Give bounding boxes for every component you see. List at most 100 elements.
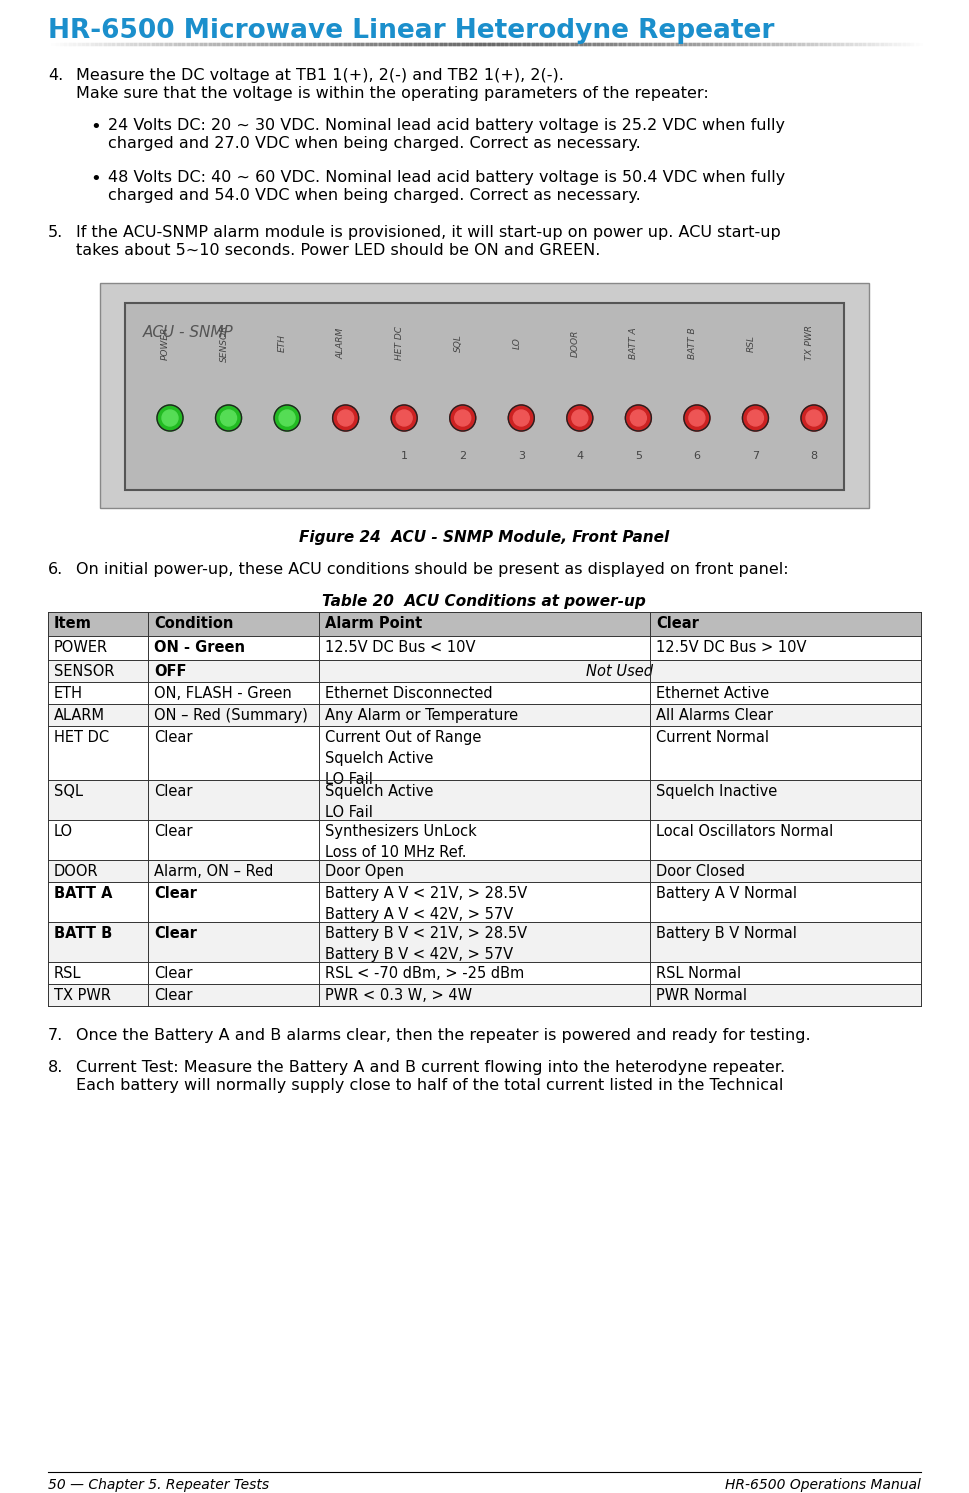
Circle shape [631, 411, 646, 426]
Text: All Alarms Clear: All Alarms Clear [656, 708, 773, 723]
Text: Clear: Clear [154, 966, 193, 981]
Text: ACU - SNMP: ACU - SNMP [143, 325, 234, 340]
Text: POWER: POWER [54, 640, 109, 655]
Text: 50 — Chapter 5. Repeater Tests: 50 — Chapter 5. Repeater Tests [48, 1478, 269, 1492]
Circle shape [689, 411, 704, 426]
Text: LO: LO [513, 337, 521, 349]
Text: DOOR: DOOR [571, 330, 579, 357]
Circle shape [567, 405, 593, 431]
Circle shape [274, 405, 300, 431]
Circle shape [684, 405, 710, 431]
Text: Figure 24  ACU - SNMP Module, Front Panel: Figure 24 ACU - SNMP Module, Front Panel [298, 530, 670, 545]
Text: Clear: Clear [154, 926, 198, 941]
Text: Condition: Condition [154, 617, 234, 632]
Circle shape [742, 405, 768, 431]
Text: 48 Volts DC: 40 ~ 60 VDC. Nominal lead acid battery voltage is 50.4 VDC when ful: 48 Volts DC: 40 ~ 60 VDC. Nominal lead a… [108, 170, 785, 185]
Bar [48, 820, 921, 860]
Text: ON - Green: ON - Green [154, 640, 245, 655]
Bar [48, 961, 921, 984]
Bar [48, 705, 921, 726]
Text: 4: 4 [577, 451, 583, 461]
Text: If the ACU-SNMP alarm module is provisioned, it will start-up on power up. ACU s: If the ACU-SNMP alarm module is provisio… [76, 225, 781, 240]
Text: BATT B: BATT B [54, 926, 112, 941]
Circle shape [391, 405, 418, 431]
Text: Door Open: Door Open [325, 864, 404, 879]
Bar [48, 682, 921, 705]
Text: RSL: RSL [746, 334, 756, 351]
Circle shape [509, 405, 534, 431]
Text: Squelch Inactive: Squelch Inactive [656, 784, 777, 799]
Bar [48, 882, 921, 923]
Bar [48, 923, 921, 961]
Text: SENSOR: SENSOR [54, 664, 114, 679]
Text: RSL: RSL [54, 966, 81, 981]
Text: Clear: Clear [154, 824, 193, 839]
Text: Alarm, ON – Red: Alarm, ON – Red [154, 864, 274, 879]
Text: HR-6500 Microwave Linear Heterodyne Repeater: HR-6500 Microwave Linear Heterodyne Repe… [48, 18, 774, 43]
Bar [48, 660, 921, 682]
Text: Battery A V Normal: Battery A V Normal [656, 885, 797, 900]
Text: Alarm Point: Alarm Point [325, 617, 422, 632]
Text: Clear: Clear [154, 988, 193, 1003]
Circle shape [396, 411, 412, 426]
Text: SENSOR: SENSOR [220, 324, 229, 361]
Text: 7.: 7. [48, 1029, 63, 1044]
Text: 6.: 6. [48, 561, 63, 576]
Text: 2: 2 [459, 451, 466, 461]
Text: ETH: ETH [54, 685, 83, 702]
Text: •: • [90, 170, 101, 188]
Text: Ethernet Disconnected: Ethernet Disconnected [325, 685, 492, 702]
Text: 8.: 8. [48, 1060, 63, 1075]
Text: Battery A V < 21V, > 28.5V
Battery A V < 42V, > 57V: Battery A V < 21V, > 28.5V Battery A V <… [325, 885, 527, 923]
Bar [48, 636, 921, 660]
Text: 5: 5 [635, 451, 641, 461]
Text: RSL Normal: RSL Normal [656, 966, 741, 981]
Bar [48, 984, 921, 1006]
Text: ON – Red (Summary): ON – Red (Summary) [154, 708, 308, 723]
Text: 24 Volts DC: 20 ~ 30 VDC. Nominal lead acid battery voltage is 25.2 VDC when ful: 24 Volts DC: 20 ~ 30 VDC. Nominal lead a… [108, 118, 785, 133]
Circle shape [801, 405, 827, 431]
Text: Clear: Clear [154, 885, 198, 900]
Text: ALARM: ALARM [336, 327, 346, 358]
Text: On initial power-up, these ACU conditions should be present as displayed on fron: On initial power-up, these ACU condition… [76, 561, 789, 576]
Text: BATT A: BATT A [54, 885, 112, 900]
Text: ETH: ETH [278, 334, 287, 352]
Text: Battery B V Normal: Battery B V Normal [656, 926, 797, 941]
Text: HET DC: HET DC [395, 325, 404, 360]
Circle shape [221, 411, 236, 426]
Circle shape [215, 405, 241, 431]
Text: charged and 27.0 VDC when being charged. Correct as necessary.: charged and 27.0 VDC when being charged.… [108, 136, 641, 151]
Text: Make sure that the voltage is within the operating parameters of the repeater:: Make sure that the voltage is within the… [76, 87, 708, 102]
Circle shape [157, 405, 183, 431]
Circle shape [337, 411, 354, 426]
Text: DOOR: DOOR [54, 864, 99, 879]
Text: Ethernet Active: Ethernet Active [656, 685, 769, 702]
Text: ON, FLASH - Green: ON, FLASH - Green [154, 685, 292, 702]
Text: 1: 1 [401, 451, 408, 461]
Text: RSL < -70 dBm, > -25 dBm: RSL < -70 dBm, > -25 dBm [325, 966, 524, 981]
Bar [48, 860, 921, 882]
Text: BATT A: BATT A [629, 327, 639, 358]
Text: PWR Normal: PWR Normal [656, 988, 747, 1003]
Circle shape [806, 411, 822, 426]
Circle shape [625, 405, 651, 431]
Text: SQL: SQL [453, 334, 463, 352]
Circle shape [162, 411, 178, 426]
Bar [125, 303, 844, 490]
Circle shape [747, 411, 764, 426]
Text: HR-6500 Operations Manual: HR-6500 Operations Manual [725, 1478, 921, 1492]
Text: 6: 6 [694, 451, 701, 461]
Text: Item: Item [54, 617, 92, 632]
Text: BATT B: BATT B [688, 327, 697, 358]
Text: Not Used: Not Used [586, 664, 653, 679]
Circle shape [332, 405, 359, 431]
Circle shape [279, 411, 296, 426]
Text: Measure the DC voltage at TB1 1(+), 2(-) and TB2 1(+), 2(-).: Measure the DC voltage at TB1 1(+), 2(-)… [76, 69, 564, 84]
Bar [100, 284, 869, 508]
Text: Squelch Active
LO Fail: Squelch Active LO Fail [325, 784, 433, 820]
Text: ALARM: ALARM [54, 708, 105, 723]
Text: Current Out of Range
Squelch Active
LO Fail: Current Out of Range Squelch Active LO F… [325, 730, 481, 787]
Text: HET DC: HET DC [54, 730, 109, 745]
Text: Door Closed: Door Closed [656, 864, 745, 879]
Text: POWER: POWER [161, 327, 170, 360]
